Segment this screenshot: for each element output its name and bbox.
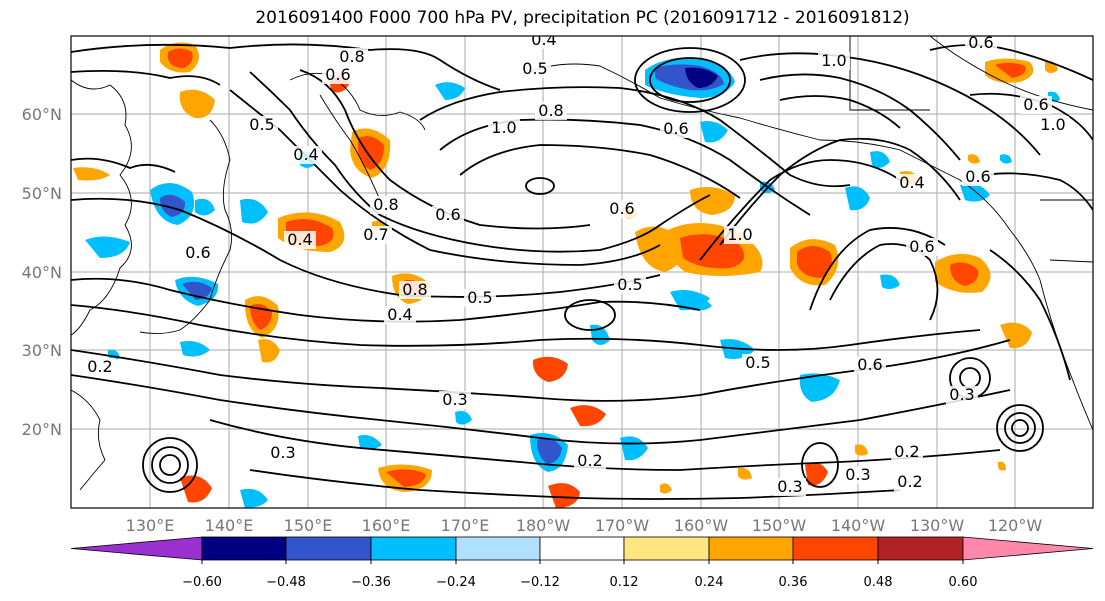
colorbar-tick-label: −0.24 (436, 575, 476, 590)
contour-label: 0.3 (949, 385, 974, 404)
contour-label: 0.2 (894, 442, 919, 461)
contour-label: 0.6 (663, 119, 688, 138)
colorbar-tick-labels: −0.60 −0.48 −0.36 −0.24 −0.12 0.12 0.24 0.36 0.4… (182, 560, 977, 590)
lat-tick-label: 40°N (22, 263, 62, 282)
contour-label: 0.6 (325, 65, 350, 84)
contour-label: 0.5 (617, 275, 642, 294)
contour-label: 0.6 (1023, 95, 1048, 114)
contour-label: 0.2 (577, 451, 602, 470)
contour-label: 0.6 (968, 33, 993, 52)
contour-label: 0.6 (185, 243, 210, 262)
lon-tick-label: 130°E (126, 516, 175, 535)
contour-labels: 0.80.40.6 0.50.81.0 0.61.00.61.00.50.50.40… (84, 30, 1069, 496)
contour-label: 0.8 (339, 47, 364, 66)
contour-label: 1.0 (1040, 115, 1065, 134)
colorbar-tick-label: 0.12 (610, 575, 639, 590)
colorbar-swatch (201, 536, 287, 561)
contour-label: 0.8 (373, 195, 398, 214)
contour-label: 1.0 (821, 51, 846, 70)
lon-tick-label: 120°W (988, 516, 1043, 535)
contour-label: 1.0 (491, 118, 516, 137)
colorbar-tick-label: 0.48 (864, 575, 893, 590)
contour-label: 0.6 (435, 205, 460, 224)
longitude-axis: 130°E 140°E 150°E 160°E 170°E 180°W 170°W 160°W… (126, 516, 1043, 535)
lon-tick-label: 130°W (910, 516, 965, 535)
contour-label: 0.5 (249, 115, 274, 134)
colorbar-swatch (285, 536, 372, 561)
contour-label: 0.5 (522, 59, 547, 78)
lon-tick-label: 180°W (516, 516, 571, 535)
contour-label: 0.3 (845, 465, 870, 484)
colorbar-swatch (539, 536, 625, 561)
colorbar-tick-label: −0.12 (520, 575, 560, 590)
colorbar-swatch (623, 536, 710, 561)
colorbar-tick-label: −0.48 (266, 575, 306, 590)
lat-tick-label: 50°N (22, 184, 62, 203)
colorbar-tick-label: 0.24 (695, 575, 724, 590)
coastlines (71, 36, 1093, 491)
colorbar-swatch (962, 536, 1094, 561)
colorbar-swatch (792, 536, 879, 561)
contour-label: 0.4 (287, 230, 312, 249)
lon-tick-label: 140°E (205, 516, 254, 535)
colorbar-tick-label: −0.60 (182, 575, 222, 590)
colorbar-swatch (877, 536, 964, 561)
colorbar (70, 536, 1094, 561)
lon-tick-label: 140°W (831, 516, 886, 535)
map-gridlines (71, 36, 1093, 508)
lat-tick-label: 20°N (22, 420, 62, 439)
latitude-axis: 60°N 50°N 40°N 30°N 20°N (22, 105, 62, 439)
colorbar-swatch (370, 536, 457, 561)
lon-tick-label: 150°W (752, 516, 807, 535)
colorbar-swatch (708, 536, 794, 561)
contour-label: 0.6 (909, 237, 934, 256)
contour-label: 0.8 (538, 101, 563, 120)
contour-label: 0.5 (467, 288, 492, 307)
contour-label: 0.6 (965, 167, 990, 186)
contour-label: 0.4 (293, 145, 318, 164)
pv-contours (71, 43, 1093, 500)
colorbar-swatch (70, 536, 203, 561)
colorbar-swatch (455, 536, 541, 561)
lon-tick-label: 160°W (674, 516, 729, 535)
contour-label: 0.7 (363, 225, 388, 244)
contour-label: 0.2 (87, 357, 112, 376)
colorbar-tick-label: −0.36 (351, 575, 391, 590)
colorbar-tick-label: 0.60 (949, 575, 978, 590)
contour-label: 0.2 (897, 472, 922, 491)
contour-label: 0.3 (270, 443, 295, 462)
contour-label: 0.6 (857, 355, 882, 374)
lon-tick-label: 150°E (284, 516, 333, 535)
contour-label: 0.3 (442, 390, 467, 409)
lon-tick-label: 170°W (595, 516, 650, 535)
contour-label: 0.4 (899, 173, 924, 192)
colorbar-tick-label: 0.36 (779, 575, 808, 590)
contour-label: 1.0 (727, 225, 752, 244)
contour-label: 0.6 (609, 199, 634, 218)
contour-label: 0.5 (745, 353, 770, 372)
lon-tick-label: 170°E (441, 516, 490, 535)
contour-label: 0.3 (777, 477, 802, 496)
lat-tick-label: 60°N (22, 105, 62, 124)
contour-label: 0.4 (531, 30, 556, 49)
lon-tick-label: 160°E (362, 516, 411, 535)
map-border (70, 35, 1094, 509)
contour-label: 0.4 (387, 305, 412, 324)
figure-title: 2016091400 F000 700 hPa PV, precipitatio… (255, 8, 910, 28)
contour-label: 0.8 (402, 280, 427, 299)
lat-tick-label: 30°N (22, 341, 62, 360)
